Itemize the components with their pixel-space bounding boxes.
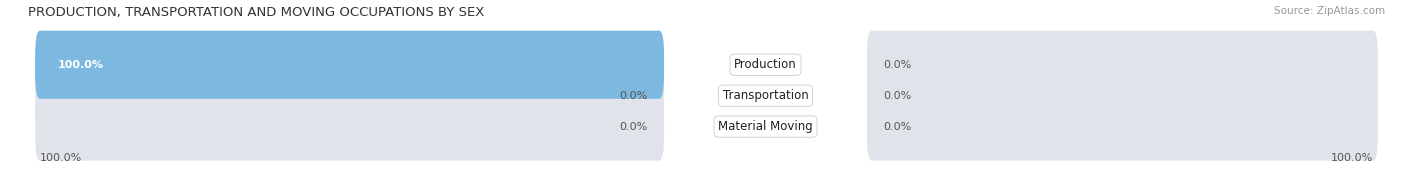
FancyBboxPatch shape — [35, 31, 664, 99]
FancyBboxPatch shape — [35, 93, 664, 161]
Text: Source: ZipAtlas.com: Source: ZipAtlas.com — [1274, 6, 1385, 16]
Text: Material Moving: Material Moving — [718, 120, 813, 133]
Text: 0.0%: 0.0% — [619, 122, 648, 132]
FancyBboxPatch shape — [868, 31, 1378, 99]
Text: 100.0%: 100.0% — [1331, 153, 1374, 163]
Text: Transportation: Transportation — [723, 89, 808, 102]
Text: PRODUCTION, TRANSPORTATION AND MOVING OCCUPATIONS BY SEX: PRODUCTION, TRANSPORTATION AND MOVING OC… — [28, 6, 485, 19]
FancyBboxPatch shape — [35, 62, 664, 130]
Text: 0.0%: 0.0% — [619, 91, 648, 101]
Text: 100.0%: 100.0% — [58, 60, 104, 70]
Text: 0.0%: 0.0% — [883, 60, 911, 70]
FancyBboxPatch shape — [868, 93, 1378, 161]
Text: 0.0%: 0.0% — [883, 91, 911, 101]
Text: 0.0%: 0.0% — [883, 122, 911, 132]
Text: 100.0%: 100.0% — [39, 153, 82, 163]
FancyBboxPatch shape — [868, 62, 1378, 130]
FancyBboxPatch shape — [35, 31, 664, 99]
Text: Production: Production — [734, 58, 797, 71]
